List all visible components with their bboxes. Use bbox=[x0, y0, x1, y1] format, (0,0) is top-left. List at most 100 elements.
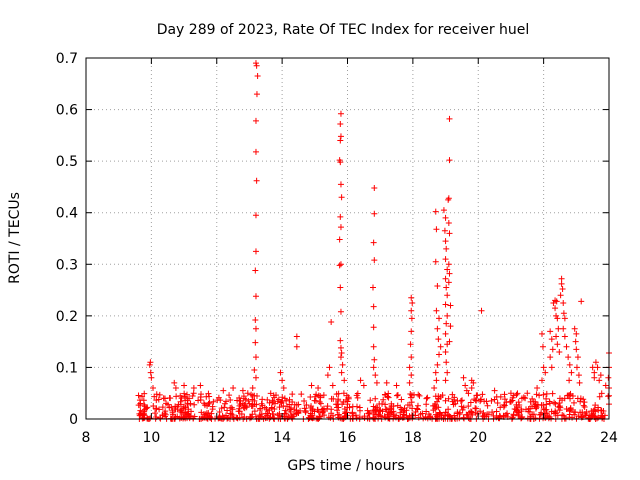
data-point bbox=[516, 411, 523, 418]
data-point bbox=[442, 409, 449, 416]
data-point bbox=[447, 302, 454, 309]
data-point bbox=[571, 325, 578, 332]
data-point bbox=[249, 403, 256, 410]
data-point bbox=[473, 397, 480, 404]
data-point bbox=[439, 392, 446, 399]
data-point bbox=[370, 364, 377, 371]
data-point bbox=[432, 208, 439, 215]
data-point bbox=[252, 148, 259, 155]
data-point bbox=[252, 293, 259, 300]
data-point bbox=[367, 397, 374, 404]
data-point bbox=[543, 395, 550, 402]
data-point bbox=[352, 412, 359, 419]
data-point bbox=[252, 339, 259, 346]
data-point bbox=[423, 395, 430, 402]
data-point bbox=[324, 372, 331, 379]
data-point bbox=[289, 391, 296, 398]
data-point bbox=[540, 364, 547, 371]
x-tick-label: 16 bbox=[339, 430, 357, 446]
data-point bbox=[533, 404, 540, 411]
data-point bbox=[249, 411, 256, 418]
data-point bbox=[574, 354, 581, 361]
data-point bbox=[349, 410, 356, 417]
data-point bbox=[557, 292, 564, 299]
data-point bbox=[443, 245, 450, 252]
data-point bbox=[161, 410, 168, 417]
data-point bbox=[337, 308, 344, 315]
data-point bbox=[203, 393, 210, 400]
data-point bbox=[393, 382, 400, 389]
x-tick-label: 24 bbox=[600, 430, 618, 446]
data-point bbox=[566, 411, 573, 418]
data-point bbox=[178, 409, 185, 416]
data-point bbox=[446, 157, 453, 164]
data-point bbox=[280, 385, 287, 392]
data-point bbox=[249, 396, 256, 403]
data-point bbox=[259, 396, 266, 403]
data-point bbox=[553, 312, 560, 319]
data-point bbox=[337, 137, 344, 144]
data-point bbox=[424, 394, 431, 401]
data-point bbox=[501, 391, 508, 398]
data-point bbox=[320, 392, 327, 399]
data-point bbox=[558, 280, 565, 287]
data-point bbox=[446, 115, 453, 122]
data-point bbox=[353, 392, 360, 399]
data-point bbox=[543, 390, 550, 397]
data-point bbox=[228, 410, 235, 417]
data-point bbox=[326, 364, 333, 371]
data-point bbox=[599, 415, 606, 422]
data-point bbox=[181, 390, 188, 397]
data-point bbox=[383, 379, 390, 386]
data-point bbox=[436, 409, 443, 416]
data-point bbox=[337, 159, 344, 166]
y-tick-label: 0 bbox=[69, 412, 78, 428]
data-point bbox=[252, 267, 259, 274]
chart-title: Day 289 of 2023, Rate Of TEC Index for r… bbox=[157, 22, 530, 38]
data-point bbox=[308, 382, 315, 389]
x-tick-label: 12 bbox=[208, 430, 226, 446]
data-point bbox=[337, 121, 344, 128]
data-point bbox=[536, 392, 543, 399]
data-point bbox=[301, 398, 308, 405]
data-point bbox=[501, 402, 508, 409]
data-point bbox=[390, 408, 397, 415]
data-point bbox=[281, 410, 288, 417]
data-point bbox=[163, 400, 170, 407]
data-point bbox=[552, 305, 559, 312]
data-point bbox=[408, 328, 415, 335]
data-point bbox=[185, 406, 192, 413]
data-point bbox=[251, 408, 258, 415]
data-point bbox=[384, 393, 391, 400]
data-point bbox=[460, 414, 467, 421]
data-point bbox=[414, 402, 421, 409]
data-point bbox=[167, 395, 174, 402]
data-point bbox=[532, 415, 539, 422]
data-point bbox=[408, 392, 415, 399]
data-point bbox=[588, 408, 595, 415]
data-point bbox=[592, 402, 599, 409]
data-point bbox=[552, 400, 559, 407]
data-point bbox=[140, 414, 147, 421]
data-point bbox=[220, 414, 227, 421]
data-point bbox=[153, 405, 160, 412]
data-point bbox=[182, 415, 189, 422]
x-tick-label: 8 bbox=[82, 430, 91, 446]
data-point bbox=[508, 398, 515, 405]
data-point bbox=[169, 407, 176, 414]
data-point bbox=[309, 412, 316, 419]
data-point bbox=[346, 404, 353, 411]
data-point bbox=[488, 397, 495, 404]
data-point bbox=[336, 236, 343, 243]
data-point bbox=[580, 402, 587, 409]
data-point bbox=[280, 403, 287, 410]
data-point bbox=[373, 411, 380, 418]
y-tick-label: 0.3 bbox=[56, 257, 78, 273]
data-point bbox=[191, 401, 198, 408]
data-point bbox=[436, 315, 443, 322]
data-point bbox=[279, 377, 286, 384]
data-point bbox=[543, 410, 550, 417]
data-point bbox=[153, 397, 160, 404]
data-point bbox=[230, 385, 237, 392]
data-point bbox=[373, 379, 380, 386]
